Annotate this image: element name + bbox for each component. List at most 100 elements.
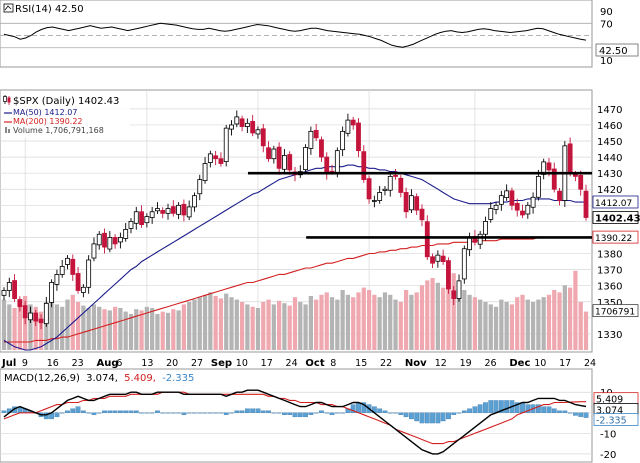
candle-body [28, 312, 33, 321]
macd-hist-bar [223, 412, 229, 415]
volume-bar [398, 302, 403, 350]
macd-hist-bar [525, 404, 531, 413]
volume-bar [488, 304, 493, 350]
volume-bar [197, 297, 202, 350]
macd-hist-bar [91, 412, 97, 415]
price-value-box [592, 211, 639, 224]
candle-body [170, 206, 176, 214]
candle-body [213, 155, 219, 160]
macd-value-label: 3.074 [596, 405, 623, 416]
volume-bar [340, 290, 345, 350]
macd-hist-bar [75, 406, 81, 413]
volume-bar [557, 292, 562, 350]
macd-hist-bar [207, 412, 213, 414]
candle-body [12, 280, 17, 299]
ma200-legend: MA(200) 1390.22 [13, 117, 83, 126]
volume-bar [308, 296, 313, 350]
candle-body [340, 130, 346, 151]
volume-bar [218, 298, 224, 350]
price-y-tick: 1450 [597, 137, 622, 148]
price-y-tick: 1440 [597, 153, 622, 164]
candle-body [282, 155, 287, 170]
date-label: 22 [380, 358, 392, 369]
candle-body [319, 139, 324, 158]
macd-hist-bar [377, 408, 383, 413]
candle-body [408, 195, 414, 211]
macd-hist-bar [218, 412, 224, 414]
price-value-label: 1402.43 [595, 213, 640, 224]
volume-bar [60, 306, 65, 350]
volume-bar [65, 299, 70, 350]
macd-hist-bar [382, 410, 388, 413]
macd-hist-bar [467, 408, 472, 413]
candle-body [260, 128, 266, 147]
macd-frame [0, 368, 593, 463]
price-symbol-label: $SPX (Daily) 1402.43 [13, 96, 119, 107]
macd-hist-bar [573, 412, 578, 416]
volume-bar [372, 294, 377, 350]
candle-body [504, 190, 510, 198]
macd-hist-bar [245, 408, 250, 413]
candle-body [229, 124, 234, 130]
candle-body [59, 266, 65, 275]
volume-bar [552, 290, 557, 350]
rsi-legend-icon [3, 3, 14, 13]
candle-body [139, 211, 144, 226]
price-y-axis: 1470 1460 1450 1440 1430 1420 1380 1370 1360 1350… [597, 105, 622, 341]
price-value-box [592, 304, 639, 318]
volume-bar [292, 297, 298, 350]
volume-bar [472, 297, 478, 350]
candle-body [366, 178, 372, 200]
macd-hist-bar [170, 412, 176, 414]
volume-bar [112, 306, 118, 350]
rsi-line [3, 22, 587, 48]
date-label: Aug [97, 358, 119, 369]
candle-body [313, 130, 319, 139]
rsi-y-tick: 10 [600, 56, 613, 67]
macd-hist-bar [419, 412, 425, 424]
macd-value-label: 5.409 [596, 395, 623, 406]
volume-bar [451, 273, 456, 350]
macd-hist-bar [567, 412, 573, 414]
macd-hist-bar [144, 412, 150, 414]
date-label: 19 [460, 358, 472, 369]
macd-hist-bar [493, 400, 499, 413]
candle-body [398, 177, 404, 193]
volume-bar [324, 292, 329, 350]
candle-body [160, 210, 166, 214]
volume-bar [1, 299, 7, 350]
candle-body [419, 208, 425, 221]
volume-bar [351, 297, 356, 350]
candle-body [525, 204, 531, 215]
candle-body [181, 203, 187, 216]
volume-bar [409, 294, 414, 350]
volume-bar [356, 292, 361, 350]
candle-body [107, 237, 113, 250]
macd-hist-bar [80, 410, 86, 413]
macd-hist-bar [578, 412, 584, 417]
price-y-tick: 1380 [597, 250, 622, 261]
macd-hist-bar [276, 412, 282, 414]
price-y-tick: 1330 [597, 330, 622, 341]
candle-body [430, 256, 435, 264]
candle-body [266, 147, 271, 160]
macd-hist-bar [350, 404, 356, 413]
macd-hist-bar [313, 412, 319, 414]
candle-body [49, 282, 55, 303]
candle-body [303, 147, 308, 171]
macd-hist-bar [562, 410, 568, 413]
candle-body [65, 257, 70, 265]
candle-body [509, 190, 515, 206]
volume-legend: Volume 1,706,791,168 [13, 126, 104, 135]
macd-hist-bar [192, 412, 197, 414]
macd-hist-bar [107, 410, 113, 413]
volume-bar [255, 308, 261, 350]
candle-legend-icon [3, 95, 11, 105]
macd-value-label: -2.335 [596, 416, 627, 427]
volume-bar [388, 294, 393, 350]
price-right-labels: 1412.07 1402.43 1390.22 1706791 [592, 195, 640, 318]
candle-body [535, 175, 541, 198]
candle-body [451, 290, 457, 299]
